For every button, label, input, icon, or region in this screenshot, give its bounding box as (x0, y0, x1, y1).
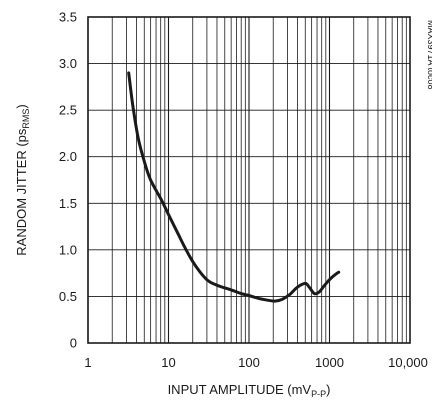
y-tick-labels: 0 0.5 1.0 1.5 2.0 2.5 3.0 3.5 (59, 10, 77, 351)
y-tick-label: 0 (70, 336, 77, 351)
y-tick-label: 3.5 (59, 10, 77, 25)
y-tick-label: 0.5 (59, 289, 77, 304)
x-tick-label: 10,000 (388, 355, 428, 370)
y-tick-label: 1.0 (59, 242, 77, 257)
y-tick-label: 2.5 (59, 103, 77, 118)
x-axis-title: INPUT AMPLITUDE (mVP-P) (168, 382, 331, 399)
series-line (127, 71, 341, 303)
x-tick-labels: 1 10 100 1000 10,000 (84, 355, 428, 370)
x-tick-label: 1000 (315, 355, 344, 370)
y-tick-label: 2.0 (59, 149, 77, 164)
x-tick-label: 10 (161, 355, 175, 370)
y-axis-title: RANDOM JITTER (psRMS) (14, 104, 31, 255)
plot-frame (87, 16, 411, 344)
y-tick-label: 3.0 (59, 56, 77, 71)
x-tick-label: 100 (238, 355, 260, 370)
chart-id-label: MAX3971A toc08 (426, 20, 432, 90)
y-tick-label: 1.5 (59, 196, 77, 211)
x-tick-label: 1 (84, 355, 91, 370)
